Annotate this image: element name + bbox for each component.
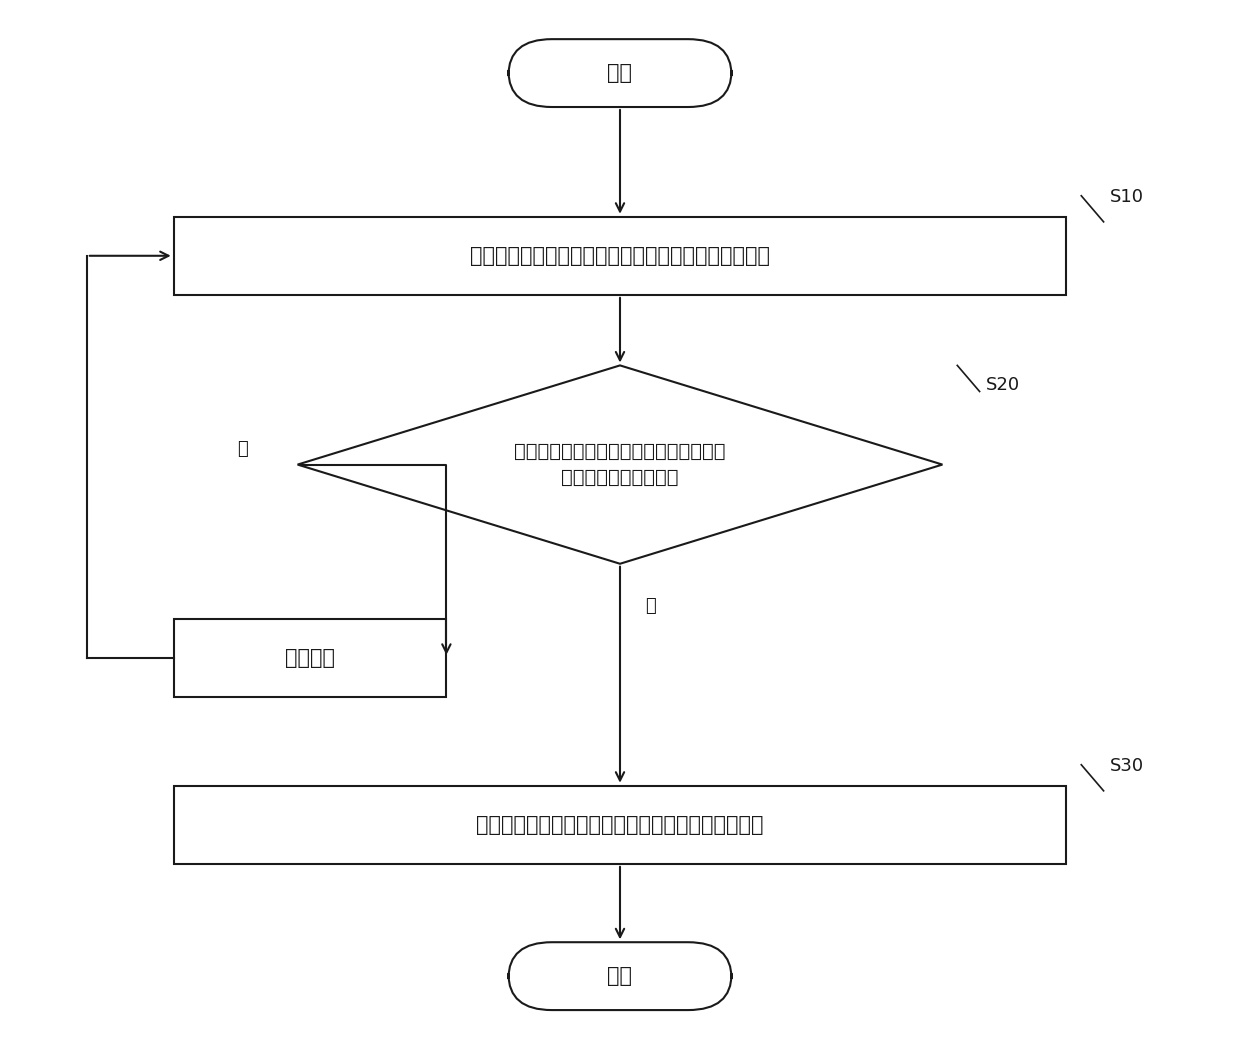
Text: 每隔预设时间间隔获取低压压力及室外蒸发器进口温度: 每隔预设时间间隔获取低压压力及室外蒸发器进口温度 [470, 245, 770, 266]
Text: 结束: 结束 [608, 966, 632, 987]
Text: S20: S20 [986, 376, 1021, 394]
Text: 继续运行: 继续运行 [285, 647, 335, 668]
FancyBboxPatch shape [174, 618, 446, 697]
Text: 控制压缩机及膨胀阀执行预设的操作以防止结霜加剧: 控制压缩机及膨胀阀执行预设的操作以防止结霜加剧 [476, 814, 764, 835]
FancyBboxPatch shape [508, 942, 732, 1011]
Text: S10: S10 [1110, 188, 1143, 207]
FancyBboxPatch shape [174, 786, 1066, 864]
FancyBboxPatch shape [174, 217, 1066, 294]
FancyBboxPatch shape [508, 39, 732, 106]
Text: S30: S30 [1110, 757, 1145, 775]
Text: 开始: 开始 [608, 63, 632, 84]
Text: 依据获取的低压压力及室外蒸发器进口温
度确定空调器是否结霜: 依据获取的低压压力及室外蒸发器进口温 度确定空调器是否结霜 [515, 442, 725, 488]
Polygon shape [298, 365, 942, 564]
Text: 否: 否 [237, 440, 248, 458]
Text: 是: 是 [645, 596, 656, 615]
